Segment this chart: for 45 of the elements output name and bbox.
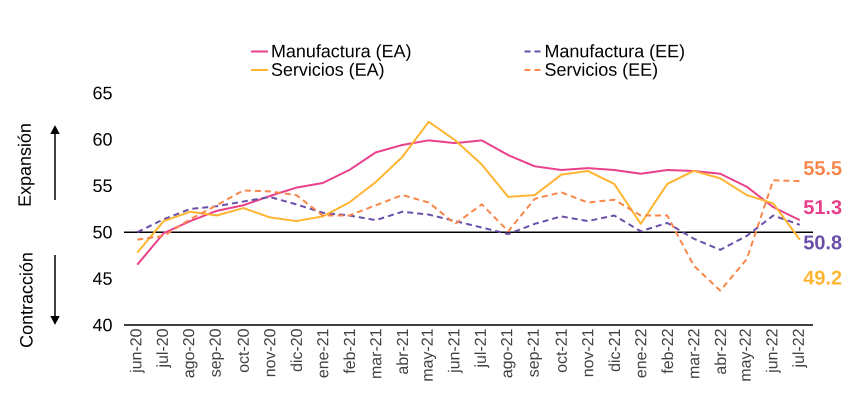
x-tick-label: mar-21 — [370, 329, 382, 378]
y-tick-label: 50 — [93, 226, 112, 239]
data-label: 51.3 — [804, 200, 842, 214]
y-tick-label: 45 — [92, 272, 112, 285]
text: Expansión — [18, 124, 34, 206]
y-tick-label: 65 — [93, 86, 112, 100]
line-series — [136, 120, 801, 254]
legend-label: Servicios (EA) — [272, 62, 384, 80]
x-tick-label: oct-21 — [556, 329, 567, 372]
x-tick-label: jul-21 — [474, 329, 490, 368]
data-label: 55.5 — [804, 161, 842, 176]
legend-label: Manufactura (EA) — [272, 44, 410, 61]
x-tick-label: jul-22 — [792, 329, 808, 368]
x-tick-label: mar-22 — [688, 329, 700, 378]
x-tick-label: jun-20 — [130, 329, 145, 374]
x-tick-label: feb-22 — [661, 329, 674, 374]
x-tick-label: sep-21 — [528, 329, 542, 377]
x-tick-label: may-22 — [740, 329, 754, 381]
x-tick-label: ago-21 — [501, 329, 516, 378]
x-tick-label: ene-22 — [635, 329, 646, 378]
text: Contracción — [19, 253, 33, 347]
x-tick-label: jul-20 — [156, 329, 172, 368]
x-tick-label: jun-21 — [448, 329, 463, 374]
legend-label: Manufactura (EE) — [546, 44, 684, 61]
data-label: 50.8 — [804, 235, 842, 250]
x-tick-label: may-21 — [422, 329, 436, 381]
x-tick-label: ene-21 — [317, 329, 328, 378]
x-tick-label: ago-20 — [183, 329, 198, 378]
x-tick-label: jun-22 — [766, 329, 781, 374]
x-tick-label: abr-22 — [714, 329, 726, 374]
x-tick-label: feb-21 — [343, 329, 356, 374]
y-tick-label: 40 — [92, 318, 112, 332]
y-tick-label: 55 — [93, 180, 112, 192]
data-label: 49.2 — [804, 270, 842, 285]
x-tick-label: nov-20 — [264, 329, 276, 376]
x-tick-label: dic-20 — [290, 329, 302, 372]
x-tick-label: sep-20 — [210, 329, 224, 377]
x-tick-label: abr-21 — [396, 329, 408, 374]
legend-label: Servicios (EE) — [545, 62, 657, 80]
line-series — [136, 179, 801, 292]
x-tick-label: dic-21 — [608, 329, 620, 372]
y-tick-label: 60 — [93, 133, 112, 146]
x-tick-label: nov-21 — [582, 329, 594, 376]
line-series — [136, 139, 801, 266]
x-tick-label: oct-20 — [238, 329, 249, 372]
